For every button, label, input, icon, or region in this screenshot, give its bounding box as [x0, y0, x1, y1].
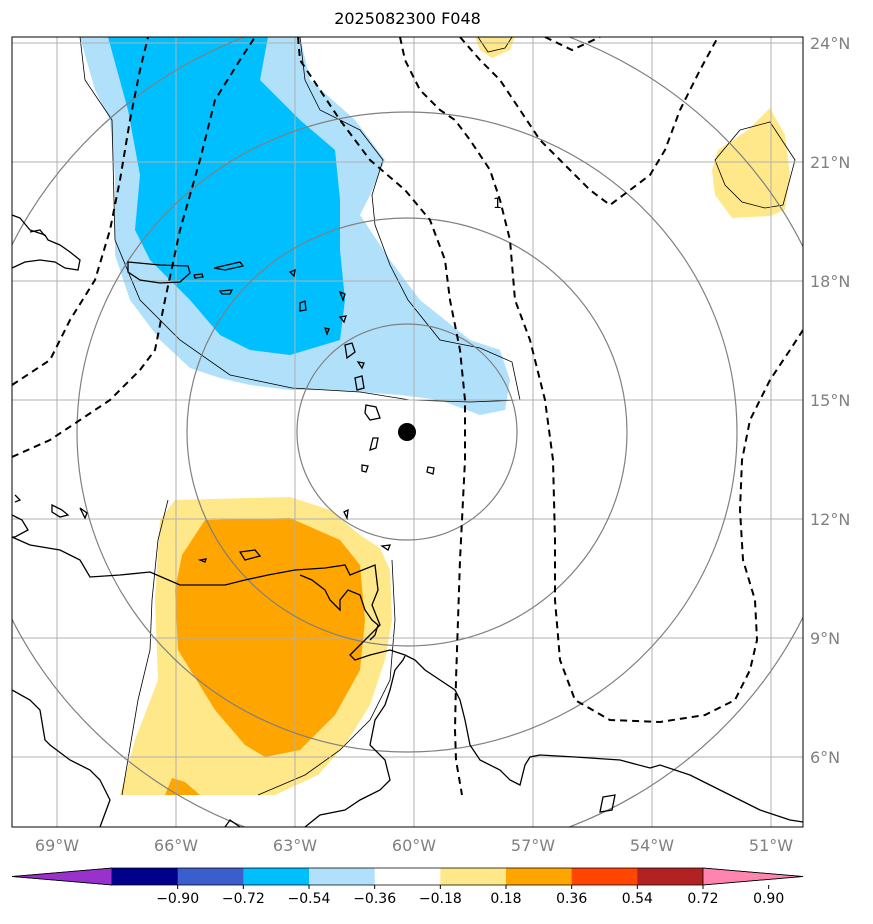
- colorbar-segment: [440, 868, 507, 885]
- colorbar-segment: [506, 868, 573, 885]
- lat-label-6n: 6°N: [810, 748, 840, 767]
- colorbar-tick-label: −0.72: [222, 891, 265, 907]
- colorbar-segment: [309, 868, 376, 885]
- negative-anomaly-dark-region: [108, 37, 345, 355]
- range-rings: [12, 37, 803, 827]
- coastlines: [12, 214, 803, 827]
- colorbar-tick-label: 0.54: [622, 891, 653, 907]
- colorbar-tick-label: 0.90: [753, 891, 784, 907]
- lon-label-51w: 51°W: [749, 836, 793, 855]
- colorbar-tick-label: 0.72: [687, 891, 718, 907]
- colorbar-tick-label: −0.36: [353, 891, 396, 907]
- positive-anomaly-yellow-east: [712, 108, 790, 218]
- colorbar: −0.90 −0.72 −0.54 −0.36 −0.18 0.18 0.36 0.54 0.7…: [11, 867, 804, 907]
- positive-anomaly-yellow-north: [475, 37, 515, 58]
- colorbar-tick-label: 0.36: [556, 891, 587, 907]
- storm-center-marker: [398, 423, 416, 441]
- lat-label-24n: 24°N: [810, 34, 850, 53]
- colorbar-segment: [374, 868, 441, 885]
- dashed-contours: [12, 37, 803, 796]
- lon-label-63w: 63°W: [273, 836, 317, 855]
- contour-label: 1: [493, 196, 502, 212]
- lon-label-66w: 66°W: [154, 836, 198, 855]
- lat-label-21n: 21°N: [810, 153, 850, 172]
- colorbar-segment: [637, 868, 704, 885]
- colorbar-segment: [571, 868, 638, 885]
- lon-label-60w: 60°W: [392, 836, 436, 855]
- colorbar-segment: [112, 868, 179, 885]
- map-frame: [11, 36, 804, 828]
- positive-anomaly-orange-small: [165, 778, 200, 795]
- colorbar-extend-high: [702, 867, 804, 886]
- colorbar-tick-label: −0.18: [419, 891, 462, 907]
- colorbar-segment: [177, 868, 244, 885]
- thin-contours: [79, 37, 796, 796]
- lat-label-18n: 18°N: [810, 272, 850, 291]
- lon-labels: 69°W 66°W 63°W 60°W 57°W 54°W 51°W: [35, 836, 793, 855]
- lon-label-69w: 69°W: [35, 836, 79, 855]
- lat-labels: 24°N 21°N 18°N 15°N 12°N 9°N 6°N: [810, 34, 850, 767]
- colorbar-segment: [243, 868, 310, 885]
- colorbar-extend-low: [11, 867, 113, 886]
- map-content: 1: [12, 37, 803, 827]
- colorbar-frame: [11, 867, 804, 886]
- lat-label-15n: 15°N: [810, 391, 850, 410]
- colorbar-tick-label: −0.54: [288, 891, 331, 907]
- colorbar-tick-label: 0.18: [490, 891, 521, 907]
- map-title: 2025082300 F048: [334, 9, 481, 28]
- lon-label-54w: 54°W: [630, 836, 674, 855]
- colorbar-tick-label: −0.90: [156, 891, 199, 907]
- lat-label-12n: 12°N: [810, 510, 850, 529]
- lon-label-57w: 57°W: [511, 836, 555, 855]
- lat-label-9n: 9°N: [810, 629, 840, 648]
